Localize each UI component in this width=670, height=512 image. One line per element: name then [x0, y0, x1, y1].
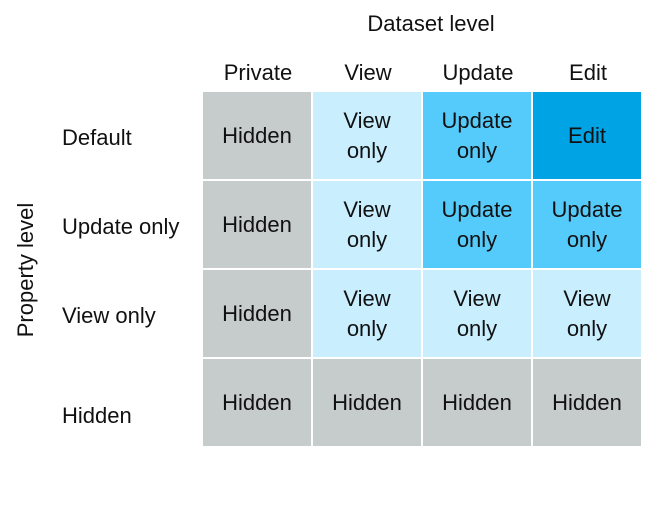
column-header-private: Private: [223, 60, 293, 85]
property-level-title: Property level: [13, 202, 38, 338]
matrix-cell-default-update: Update only: [423, 92, 531, 179]
column-header-update: Update: [442, 60, 514, 85]
matrix-cell-default-private: Hidden: [203, 92, 311, 179]
matrix-cell-update-only-edit: Update only: [533, 181, 641, 268]
matrix-cell-view-only-private: Hidden: [203, 270, 311, 357]
permission-matrix: Hidden View only Update only Edit Hidden…: [203, 92, 643, 448]
row-header-view-only: View only: [62, 303, 156, 328]
matrix-cell-hidden-edit: Hidden: [533, 359, 641, 446]
matrix-cell-view-only-edit: View only: [533, 270, 641, 357]
matrix-cell-update-only-update: Update only: [423, 181, 531, 268]
dataset-level-title: Dataset level: [367, 11, 495, 36]
row-header-update-only: Update only: [62, 214, 180, 239]
column-header-edit: Edit: [569, 60, 607, 85]
matrix-cell-view-only-view: View only: [313, 270, 421, 357]
matrix-cell-hidden-update: Hidden: [423, 359, 531, 446]
matrix-cell-view-only-update: View only: [423, 270, 531, 357]
matrix-cell-default-edit: Edit: [533, 92, 641, 179]
row-header-hidden: Hidden: [62, 403, 132, 428]
matrix-cell-update-only-view: View only: [313, 181, 421, 268]
matrix-cell-hidden-private: Hidden: [203, 359, 311, 446]
row-header-default: Default: [62, 125, 132, 150]
matrix-cell-hidden-view: Hidden: [313, 359, 421, 446]
column-header-view: View: [344, 60, 392, 85]
matrix-cell-update-only-private: Hidden: [203, 181, 311, 268]
matrix-cell-default-view: View only: [313, 92, 421, 179]
